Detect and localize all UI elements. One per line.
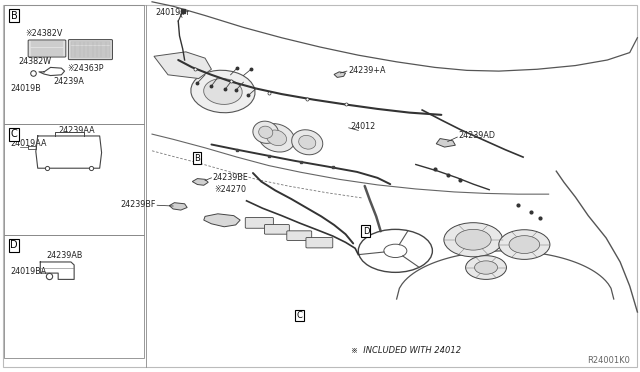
Ellipse shape [191, 70, 255, 113]
Circle shape [456, 230, 491, 250]
Bar [4, 5, 145, 124]
Text: 24239AB: 24239AB [47, 251, 83, 260]
Polygon shape [204, 214, 240, 227]
Text: 24239AD: 24239AD [459, 131, 495, 141]
Text: 24012: 24012 [351, 122, 376, 131]
Ellipse shape [259, 126, 273, 138]
Text: 24019B: 24019B [10, 84, 41, 93]
FancyBboxPatch shape [287, 231, 312, 240]
Text: 24239BF: 24239BF [120, 200, 156, 209]
Text: ※24270: ※24270 [214, 185, 246, 194]
Ellipse shape [267, 130, 287, 145]
Text: 24239A: 24239A [53, 77, 84, 86]
Circle shape [444, 223, 502, 257]
Text: R24001K0: R24001K0 [587, 356, 630, 365]
Bar [4, 124, 145, 235]
Text: 24239+A: 24239+A [348, 66, 385, 75]
Ellipse shape [204, 78, 242, 105]
Circle shape [474, 261, 497, 274]
Polygon shape [334, 72, 346, 77]
FancyBboxPatch shape [68, 39, 113, 60]
Text: 24019BA: 24019BA [10, 267, 47, 276]
Circle shape [509, 235, 540, 253]
Text: ※24363P: ※24363P [68, 64, 104, 73]
FancyBboxPatch shape [306, 237, 333, 248]
Text: 24019דד: 24019דד [156, 9, 189, 17]
Polygon shape [192, 179, 208, 185]
Text: B: B [11, 10, 17, 20]
Text: ※  INCLUDED WITH 24012: ※ INCLUDED WITH 24012 [351, 346, 461, 355]
Text: 24239BE: 24239BE [212, 173, 248, 182]
Text: 24019AA: 24019AA [10, 139, 47, 148]
Text: C: C [11, 129, 17, 139]
FancyBboxPatch shape [264, 225, 289, 234]
Text: D: D [10, 240, 18, 250]
Ellipse shape [299, 135, 316, 149]
Text: ※24382V: ※24382V [25, 29, 62, 38]
Ellipse shape [259, 124, 295, 152]
Polygon shape [170, 203, 187, 210]
Ellipse shape [292, 130, 323, 155]
Circle shape [499, 230, 550, 259]
Text: 24382W: 24382W [19, 57, 52, 66]
Text: 24239AA: 24239AA [58, 126, 95, 135]
Polygon shape [154, 52, 211, 78]
Text: C: C [296, 311, 303, 320]
Text: B: B [194, 154, 200, 163]
FancyBboxPatch shape [28, 40, 66, 57]
Polygon shape [436, 138, 456, 147]
Circle shape [466, 256, 506, 279]
Text: D: D [363, 227, 369, 236]
Bar [4, 235, 145, 358]
FancyBboxPatch shape [245, 218, 273, 228]
Ellipse shape [253, 121, 278, 143]
